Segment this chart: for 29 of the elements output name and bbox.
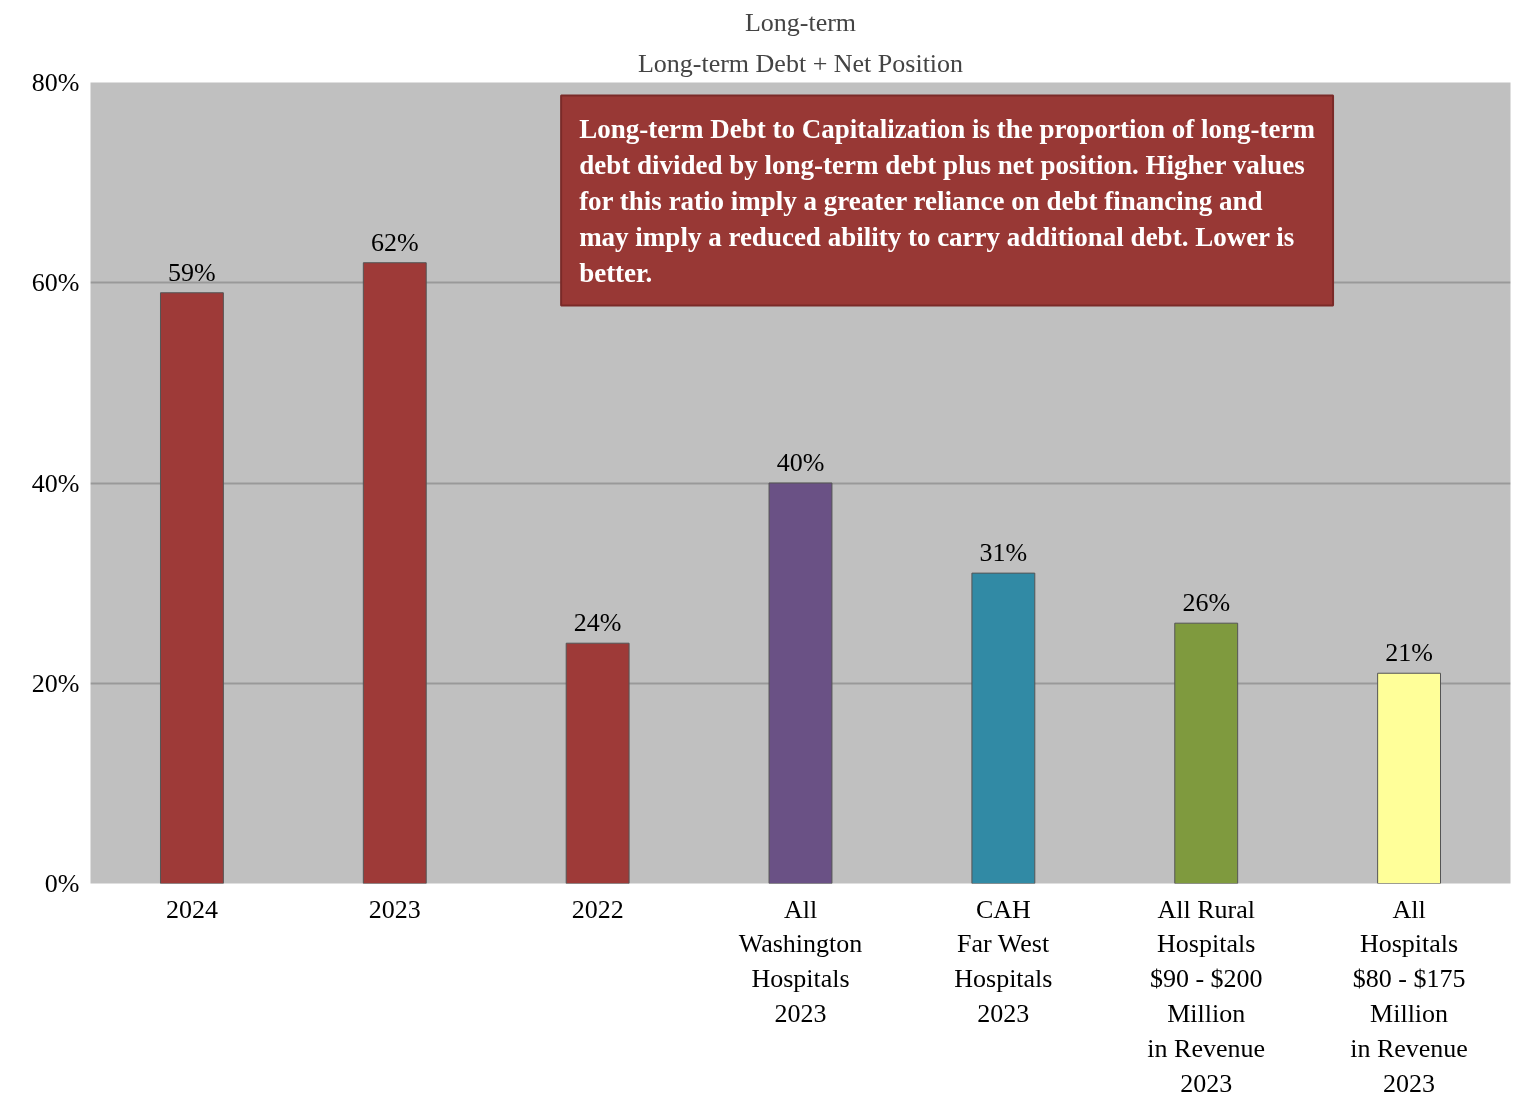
- data-label: 24%: [573, 608, 622, 638]
- data-label: 31%: [979, 538, 1028, 568]
- bar: [565, 642, 630, 884]
- chart-title: Long-term: [744, 7, 857, 37]
- x-tick-label: 2024: [165, 894, 218, 924]
- x-tick-label: 2023: [368, 894, 421, 924]
- data-label: 40%: [776, 448, 825, 477]
- bar: [362, 262, 427, 884]
- y-tick-label: 60%: [31, 268, 80, 298]
- x-tick-label: CAH Far West Hospitals 2023: [954, 894, 1053, 1028]
- bar: [1174, 622, 1239, 884]
- x-tick-label: 2022: [571, 894, 624, 924]
- x-tick-label: All Hospitals $80 - $175 Million in Revenue 2023: [1350, 894, 1468, 1098]
- data-label: 21%: [1385, 638, 1433, 668]
- y-tick-label: 20%: [31, 668, 80, 698]
- x-tick-label: All Rural Hospitals $90 - $200 Million in Revenue 2023: [1147, 894, 1266, 1098]
- bar: [1377, 672, 1442, 884]
- data-label: 59%: [168, 257, 216, 287]
- x-tick-label: All Washington Hospitals 2023: [738, 894, 863, 1028]
- chart-subtitle: Long-term Debt + Net Position: [637, 48, 964, 78]
- data-label: 26%: [1182, 588, 1231, 618]
- y-tick-label: 40%: [31, 468, 80, 498]
- y-tick-label: 0%: [44, 869, 80, 898]
- annotation: Long-term Debt to Capitalization is the proportion of long-term debt divided by long-term debt plus net position. Higher values for this ratio imply a greater reliance on debt financing and may imply a reduced ability to carry additional debt. Lower is better.: [579, 113, 1316, 288]
- bar: [971, 572, 1036, 884]
- bar: [159, 292, 224, 884]
- y-tick-label: 80%: [31, 68, 80, 97]
- data-label: 62%: [370, 227, 419, 257]
- bar: [768, 482, 833, 884]
